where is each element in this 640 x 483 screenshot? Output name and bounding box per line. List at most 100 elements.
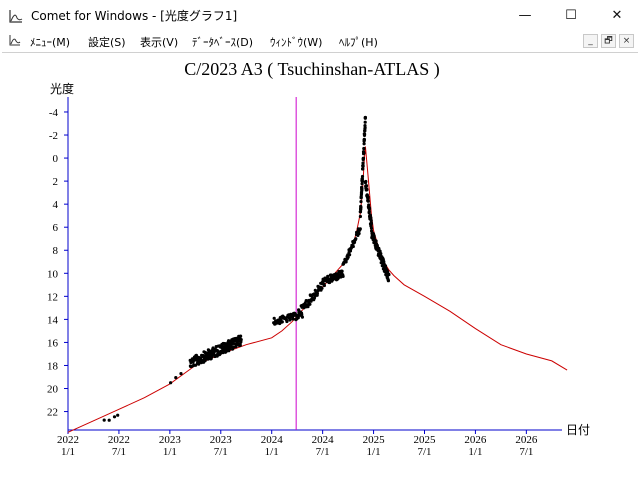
observation-point <box>239 334 243 338</box>
observation-points <box>102 115 391 422</box>
x-tick-date-label: 1/1 <box>163 446 177 458</box>
x-tick-year-label: 2026 <box>464 434 487 446</box>
observation-point <box>354 237 358 241</box>
axes: -4-2024681012141618202220221/120227/1202… <box>47 97 562 458</box>
menu-window[interactable]: ｳｨﾝﾄﾞｳ(W) <box>270 36 323 49</box>
observation-point <box>359 200 363 204</box>
observation-point <box>378 249 382 253</box>
observation-point <box>348 253 352 257</box>
observation-point <box>239 338 243 342</box>
x-tick-date-label: 1/1 <box>265 446 279 458</box>
observation-point <box>363 126 367 130</box>
observation-point <box>360 174 365 179</box>
observation-point <box>362 138 366 142</box>
mdi-restore-button[interactable]: 🗗 <box>601 34 616 48</box>
x-tick-date-label: 7/1 <box>519 446 533 458</box>
y-tick-label: 20 <box>47 384 59 396</box>
y-tick-label: 10 <box>47 268 59 280</box>
observation-point <box>203 359 207 363</box>
observation-point <box>358 214 362 219</box>
observation-point <box>369 222 373 226</box>
observation-point <box>363 120 367 124</box>
observation-point <box>362 151 366 155</box>
observation-point <box>386 279 390 283</box>
observation-point <box>383 264 388 268</box>
observation-point <box>366 199 370 203</box>
observation-point <box>372 235 376 239</box>
x-tick-date-label: 7/1 <box>112 446 126 458</box>
observation-point <box>112 415 117 419</box>
x-tick-date-label: 1/1 <box>468 446 482 458</box>
menu-database[interactable]: ﾃﾞｰﾀﾍﾞｰｽ(D) <box>192 36 254 49</box>
observation-point <box>361 156 366 160</box>
menu-view[interactable]: 表示(V) <box>140 36 179 49</box>
mdi-minimize-button[interactable]: _ <box>583 34 598 48</box>
observation-point <box>358 227 362 231</box>
x-tick-year-label: 2025 <box>413 434 436 446</box>
x-tick-year-label: 2024 <box>261 434 284 446</box>
light-curve-chart: C/2023 A3 ( Tsuchinshan-ATLAS ) 光度 日付 -4… <box>47 59 590 458</box>
observation-point <box>364 179 368 184</box>
y-tick-label: 18 <box>47 360 59 372</box>
observation-point <box>365 188 369 192</box>
observation-point <box>359 196 363 200</box>
observation-point <box>361 161 365 165</box>
observation-point <box>361 164 365 168</box>
observation-point <box>351 244 355 249</box>
observation-point <box>360 187 364 191</box>
x-tick-year-label: 2026 <box>515 434 538 446</box>
observation-point <box>308 302 312 306</box>
observation-point <box>379 252 383 256</box>
observation-point <box>362 142 366 146</box>
close-button[interactable]: ✕ <box>611 8 623 23</box>
observation-point <box>363 115 367 120</box>
minimize-button[interactable]: — <box>518 8 532 23</box>
observation-point <box>369 226 374 230</box>
app-icon <box>9 10 23 23</box>
observation-point <box>179 372 183 376</box>
x-tick-year-label: 2022 <box>108 434 130 446</box>
x-tick-year-label: 2022 <box>57 434 79 446</box>
observation-point <box>367 209 371 214</box>
observation-point <box>291 317 295 321</box>
observation-point <box>363 132 367 136</box>
document-icon[interactable] <box>9 34 21 46</box>
menu-help[interactable]: ﾍﾙﾌﾟ(H) <box>339 36 378 49</box>
observation-point <box>116 413 120 417</box>
observation-point <box>320 286 324 290</box>
observation-point <box>366 195 370 199</box>
maximize-button[interactable]: ☐ <box>565 8 577 23</box>
observation-point <box>362 146 366 151</box>
observation-point <box>300 315 304 319</box>
x-tick-year-label: 2023 <box>159 434 182 446</box>
y-tick-label: -4 <box>49 107 59 119</box>
observation-point <box>361 167 365 171</box>
observation-point <box>280 320 284 324</box>
observation-point <box>341 274 345 278</box>
observation-point <box>369 218 373 223</box>
observation-point <box>387 273 391 277</box>
observation-point <box>360 182 364 186</box>
x-axis-label: 日付 <box>566 423 590 437</box>
observation-point <box>340 269 344 273</box>
menu-settings[interactable]: 設定(S) <box>88 36 126 49</box>
window-title: Comet for Windows - [光度グラフ1] <box>31 9 238 23</box>
observation-point <box>367 206 372 210</box>
y-tick-label: 12 <box>47 291 58 303</box>
observation-point <box>285 319 289 324</box>
observation-point <box>169 381 173 385</box>
menu-menu[interactable]: ﾒﾆｭｰ(M) <box>30 36 71 49</box>
y-tick-label: -2 <box>49 130 58 142</box>
mdi-close-button[interactable]: × <box>619 34 634 48</box>
observation-point <box>224 349 228 353</box>
observation-point <box>386 270 390 274</box>
observation-point <box>293 312 297 316</box>
x-tick-year-label: 2023 <box>210 434 233 446</box>
chart-window: C/2023 A3 ( Tsuchinshan-ATLAS ) 光度 日付 -4… <box>2 52 638 479</box>
x-tick-date-label: 7/1 <box>316 446 330 458</box>
observation-point <box>369 216 373 220</box>
y-tick-label: 16 <box>47 337 59 349</box>
observation-point <box>315 291 319 296</box>
observation-point <box>197 362 201 366</box>
y-tick-label: 4 <box>53 199 59 211</box>
